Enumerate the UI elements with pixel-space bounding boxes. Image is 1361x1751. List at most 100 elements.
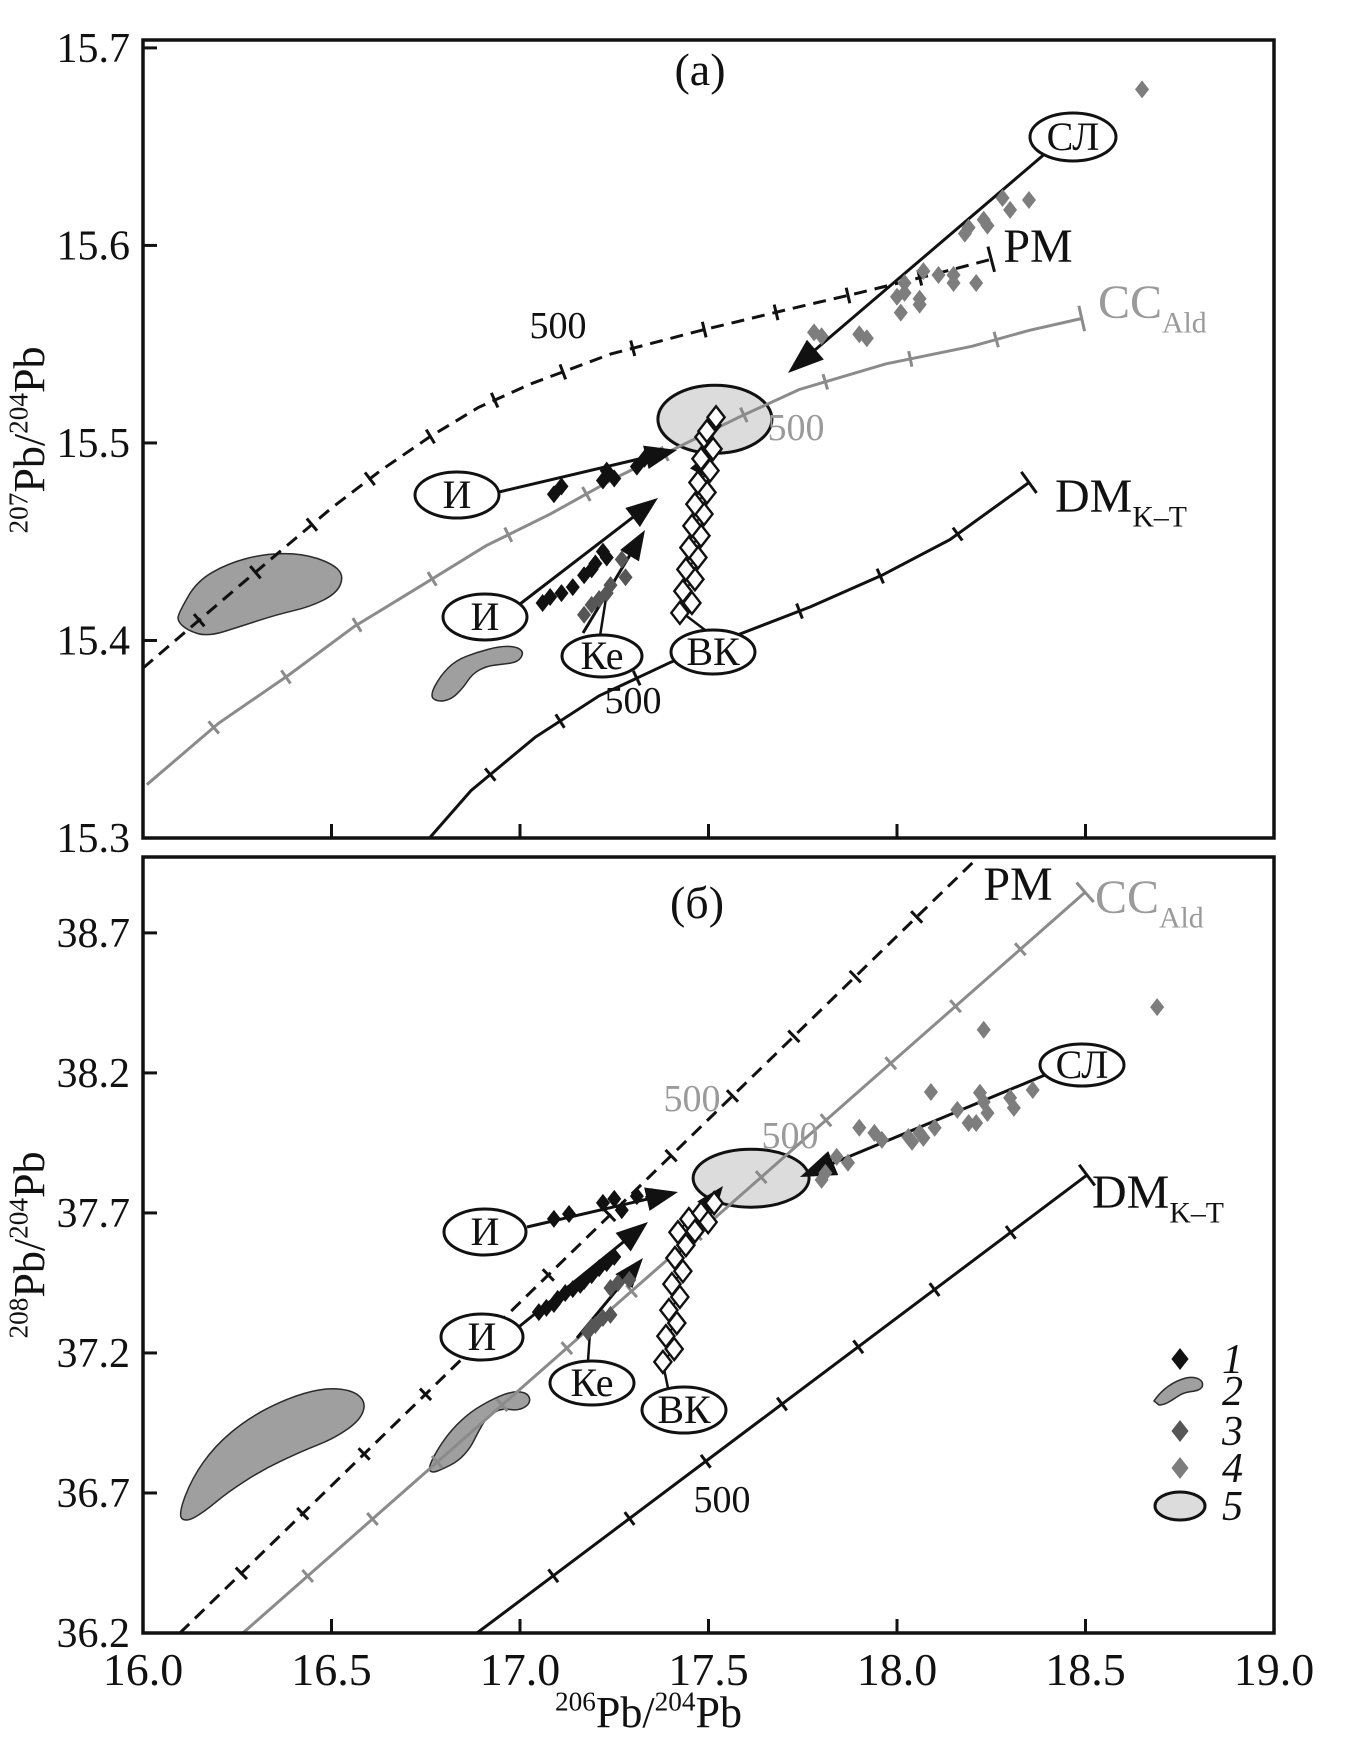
curve-tick (541, 1268, 555, 1282)
legend-icon-ellipse (1153, 1490, 1207, 1522)
x-tick-label: 18.5 (1045, 1644, 1126, 1695)
oval-text: ВК (686, 629, 740, 674)
plot-area (178, 857, 1165, 1633)
x-tick-label: 19.0 (1234, 1644, 1315, 1695)
curve-tick (234, 1566, 248, 1581)
curve-line-PM (178, 857, 980, 1633)
annotation-CC: CCAld (1095, 871, 1204, 934)
y-tick-label: 15.4 (57, 618, 131, 664)
curve-tick (772, 304, 780, 321)
data-point-diamond (889, 287, 905, 306)
data-point-diamond (1021, 190, 1036, 209)
data-point-diamond (565, 578, 580, 597)
field-region-left (177, 552, 343, 636)
plot-area (143, 80, 1150, 838)
oval-text: И (471, 594, 500, 639)
data-point-diamond (595, 1193, 610, 1212)
y-tick-label: 37.2 (57, 1331, 131, 1377)
data-point-diamond (1006, 1098, 1021, 1117)
curve-tick (426, 571, 438, 587)
curve-tick (992, 331, 1000, 348)
curve-tick (603, 1208, 617, 1223)
curve-tick (875, 568, 885, 584)
data-point-diamond (543, 588, 558, 607)
y-tick-label: 37.7 (57, 1191, 131, 1237)
x-tick-label: 16.0 (103, 1644, 184, 1695)
x-tick-label: 16.5 (291, 1644, 372, 1695)
annotation-DM: DMK–T (1092, 1166, 1224, 1229)
oval-text: СЛ (1056, 1042, 1109, 1087)
curve-tick (207, 720, 221, 735)
data-point-diamond (1025, 1080, 1040, 1099)
data-point-diamond (916, 1128, 931, 1147)
oval-label-Ке: Ке (560, 633, 644, 679)
legend-label-4: 4 (1222, 1446, 1243, 1492)
legend-label-3: 3 (1221, 1409, 1243, 1455)
oval-outline (548, 1359, 636, 1407)
arrow-sl-line (799, 150, 1048, 364)
data-point-diamond (927, 1118, 942, 1137)
data-point-diamond (603, 576, 618, 595)
curve-tick (249, 565, 262, 580)
oval-label-СЛ: СЛ (1028, 111, 1118, 163)
data-point-diamond (931, 266, 946, 285)
data-point-diamond (675, 556, 696, 583)
curve-tick (754, 1170, 768, 1185)
series-dark-diamonds-ke (580, 1270, 637, 1341)
data-point-diamond (658, 1297, 680, 1324)
y-tick-label: 38.7 (57, 911, 131, 957)
data-point-diamond (588, 554, 603, 573)
curve-tick (951, 526, 964, 542)
data-point-diamond (961, 1114, 976, 1133)
oval-text: И (468, 1314, 497, 1359)
curve-tick (560, 1341, 574, 1356)
legend-label-5: 5 (1222, 1484, 1243, 1530)
arrow-i2-head (625, 498, 658, 528)
series-open-diamonds-vk (669, 404, 727, 626)
curve-tick (554, 713, 566, 729)
data-point-diamond (859, 329, 874, 348)
legend-icon-diamond-4 (1171, 1457, 1189, 1479)
data-point-diamond (684, 491, 706, 518)
curve-end-tick (1077, 1163, 1097, 1187)
arrow-i1-head (643, 445, 677, 470)
data-point-diamond (874, 1130, 889, 1149)
curve-tick (699, 1453, 712, 1469)
data-point-diamond (1003, 200, 1018, 219)
series-gray-diamonds-sl (814, 998, 1165, 1189)
series-black-diamonds-i1 (546, 449, 652, 504)
y-axis-title: 208Pb/204Pb (3, 1152, 54, 1339)
y-tick-label: 38.2 (57, 1051, 131, 1097)
oval-outline (1038, 1042, 1126, 1088)
data-point-diamond (678, 534, 699, 561)
data-point-diamond (622, 1270, 637, 1289)
x-tick-label: 17.5 (668, 1644, 749, 1695)
data-point-diamond (603, 1305, 618, 1324)
oval-outline (560, 633, 644, 679)
annotation-500: 500 (530, 305, 587, 347)
curve-tick (949, 999, 962, 1014)
curve-tick (700, 321, 708, 338)
data-point-diamond (840, 1153, 856, 1172)
annotation-500: 500 (768, 407, 825, 449)
data-point-diamond (661, 1271, 683, 1298)
curve-tick (1013, 942, 1027, 957)
curve-tick (776, 1396, 789, 1412)
curve-tick (629, 340, 637, 357)
curve-tick (852, 1339, 865, 1355)
data-point-diamond (901, 1128, 916, 1147)
series-black-diamonds-i2 (531, 1247, 622, 1322)
annotation-500: 500 (605, 680, 662, 722)
data-point-diamond (897, 273, 912, 292)
curve-tick (581, 486, 592, 502)
data-point-diamond (629, 1187, 644, 1206)
curve-line-PM (143, 257, 992, 670)
curve-PM (143, 246, 996, 670)
curve-line-CC_Ald (241, 891, 1087, 1633)
legend-icon-diamond-1 (1171, 1348, 1189, 1370)
data-point-diamond (829, 1147, 844, 1166)
series-gray-diamonds-sl (807, 80, 1150, 348)
field-region-mid (431, 645, 524, 702)
